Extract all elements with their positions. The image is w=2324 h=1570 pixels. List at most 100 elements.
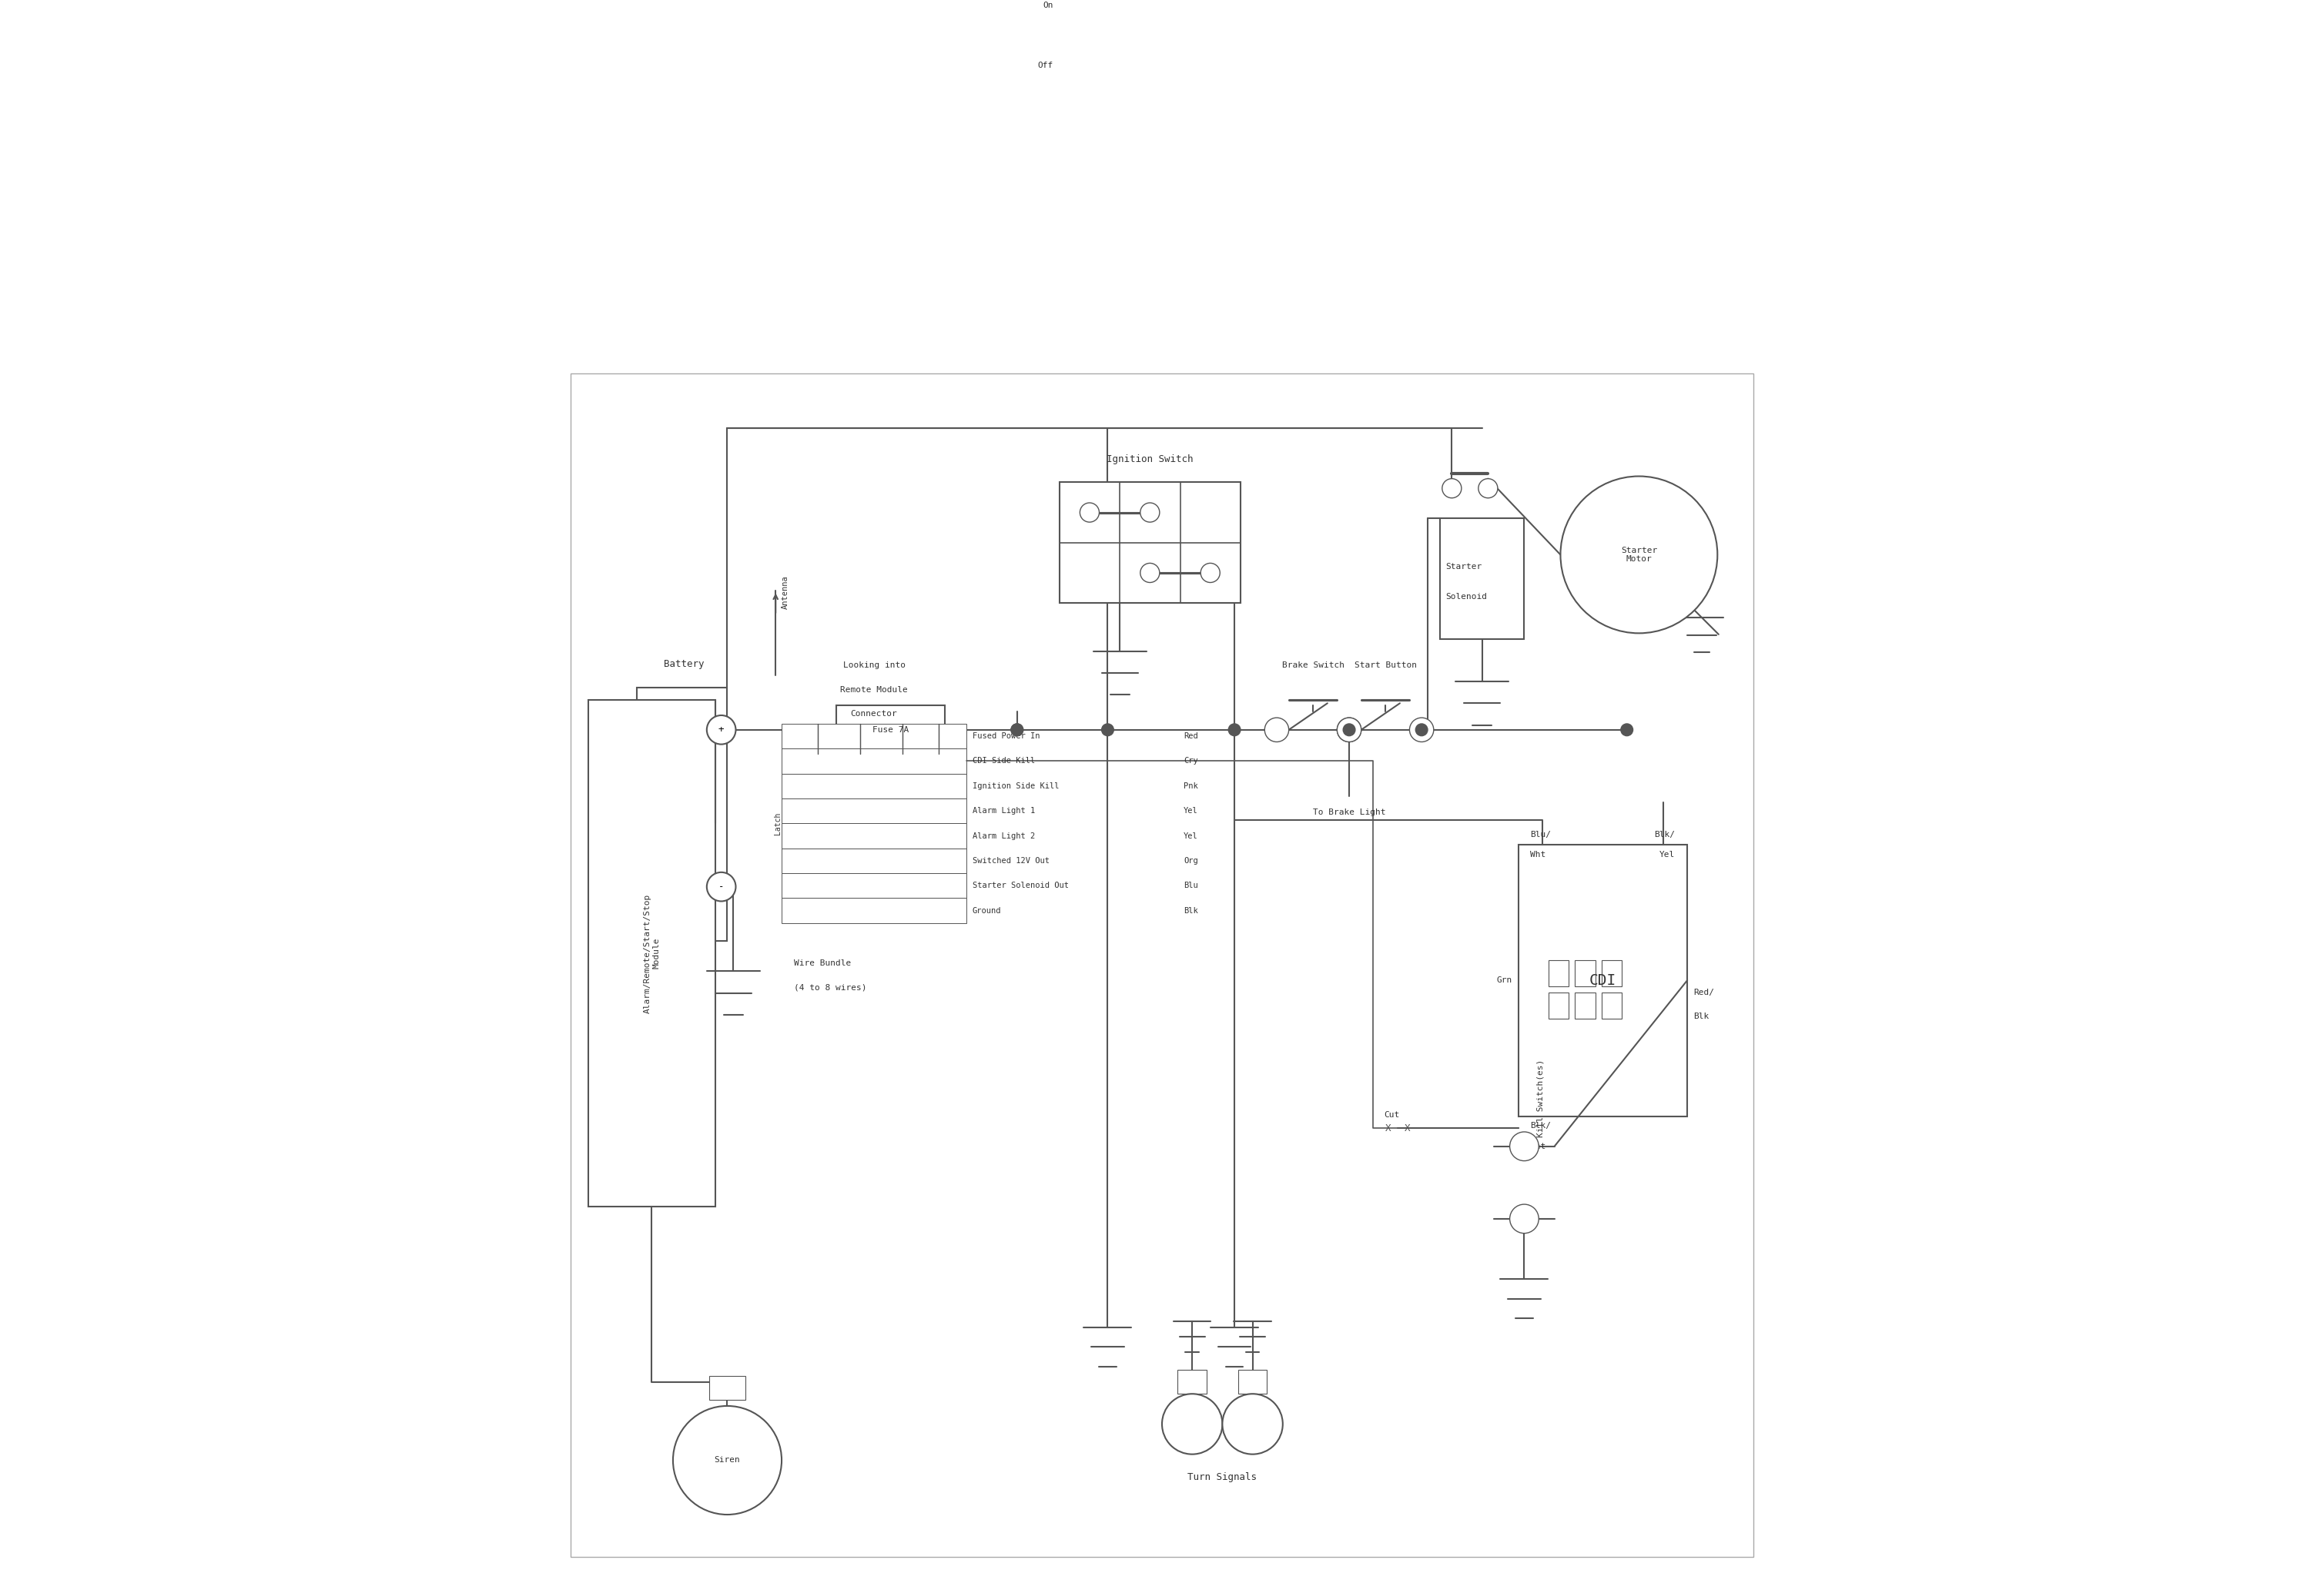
Circle shape xyxy=(1202,564,1220,582)
Bar xyxy=(1601,992,1622,1019)
Bar xyxy=(837,705,944,754)
Text: Wht: Wht xyxy=(1529,851,1545,859)
Text: Blk: Blk xyxy=(1694,1013,1708,1020)
Circle shape xyxy=(1081,502,1099,523)
Bar xyxy=(1576,992,1597,1019)
Bar xyxy=(781,873,967,898)
Circle shape xyxy=(1102,724,1113,736)
Bar xyxy=(781,774,967,799)
Text: Blk: Blk xyxy=(1183,907,1199,914)
Bar xyxy=(588,700,716,1207)
Text: Starter Solenoid Out: Starter Solenoid Out xyxy=(971,882,1069,890)
Bar xyxy=(1239,1369,1267,1394)
Text: Cut: Cut xyxy=(1383,1112,1399,1118)
Text: Wire Bundle: Wire Bundle xyxy=(795,959,851,967)
Circle shape xyxy=(706,716,737,744)
Circle shape xyxy=(1141,564,1160,582)
Text: Blk/: Blk/ xyxy=(1655,831,1676,838)
Text: X: X xyxy=(1385,1123,1390,1134)
Text: Ignition Side Kill: Ignition Side Kill xyxy=(971,782,1060,790)
Bar xyxy=(1576,959,1597,986)
Text: (4 to 8 wires): (4 to 8 wires) xyxy=(795,983,867,991)
Circle shape xyxy=(1141,502,1160,523)
Circle shape xyxy=(1336,717,1362,743)
Text: Siren: Siren xyxy=(713,1457,741,1465)
Text: Blu: Blu xyxy=(1183,882,1199,890)
Circle shape xyxy=(1336,717,1362,743)
Text: Starter: Starter xyxy=(1446,564,1483,570)
Circle shape xyxy=(674,1405,781,1515)
Text: Blu/: Blu/ xyxy=(1529,831,1550,838)
Circle shape xyxy=(1229,724,1241,736)
Text: X: X xyxy=(1404,1123,1411,1134)
Text: Cry: Cry xyxy=(1183,757,1199,765)
Circle shape xyxy=(706,873,737,901)
Bar xyxy=(781,898,967,923)
Circle shape xyxy=(1222,1394,1283,1454)
Bar xyxy=(1601,959,1622,986)
Circle shape xyxy=(1011,724,1023,736)
Bar xyxy=(1548,959,1569,986)
Text: Org: Org xyxy=(1183,857,1199,865)
Bar xyxy=(1548,992,1569,1019)
Bar xyxy=(781,823,967,848)
Text: Yel: Yel xyxy=(1183,832,1199,840)
Text: Start Button: Start Button xyxy=(1355,661,1418,669)
Text: Yel: Yel xyxy=(1659,851,1676,859)
Text: Alarm/Remote/Start/Stop
Module: Alarm/Remote/Start/Stop Module xyxy=(644,893,660,1013)
Text: Looking into: Looking into xyxy=(844,661,906,669)
Bar xyxy=(1060,482,1241,603)
Text: Alarm Light 2: Alarm Light 2 xyxy=(971,832,1034,840)
Text: On: On xyxy=(1043,2,1053,9)
Circle shape xyxy=(1162,1394,1222,1454)
Text: CDI: CDI xyxy=(1590,973,1615,988)
Text: Fuse 7A: Fuse 7A xyxy=(872,725,909,733)
Circle shape xyxy=(1511,1132,1538,1160)
Text: Red: Red xyxy=(1183,732,1199,739)
Text: Antenna: Antenna xyxy=(781,575,790,609)
Text: Kill Switch(es): Kill Switch(es) xyxy=(1536,1060,1543,1137)
Text: Pnk: Pnk xyxy=(1183,782,1199,790)
Circle shape xyxy=(1620,724,1634,736)
Bar xyxy=(781,724,967,749)
Bar xyxy=(781,848,967,873)
Text: Starter
Motor: Starter Motor xyxy=(1620,546,1657,564)
Text: Red/: Red/ xyxy=(1694,989,1715,997)
Bar xyxy=(637,688,727,940)
Circle shape xyxy=(1559,476,1717,633)
Text: +: + xyxy=(718,725,725,735)
Text: Wht: Wht xyxy=(1529,1143,1545,1151)
Circle shape xyxy=(1343,724,1355,736)
Circle shape xyxy=(1511,1204,1538,1234)
Text: CDI Side Kill: CDI Side Kill xyxy=(971,757,1034,765)
Circle shape xyxy=(1443,479,1462,498)
Text: Battery: Battery xyxy=(665,659,704,669)
Text: Blk/: Blk/ xyxy=(1529,1123,1550,1130)
Circle shape xyxy=(1415,724,1427,736)
Text: Latch: Latch xyxy=(774,812,781,835)
Bar xyxy=(781,749,967,774)
Bar xyxy=(1441,518,1525,639)
Circle shape xyxy=(1011,724,1023,736)
Text: Grn: Grn xyxy=(1497,977,1513,984)
Text: Off: Off xyxy=(1039,61,1053,69)
Text: Solenoid: Solenoid xyxy=(1446,593,1487,601)
Bar xyxy=(1178,1369,1206,1394)
Text: Yel: Yel xyxy=(1183,807,1199,815)
Text: -: - xyxy=(718,882,725,892)
Text: Turn Signals: Turn Signals xyxy=(1188,1473,1257,1482)
Circle shape xyxy=(1264,717,1290,743)
Circle shape xyxy=(1478,479,1497,498)
Text: Switched 12V Out: Switched 12V Out xyxy=(971,857,1050,865)
Text: Brake Switch: Brake Switch xyxy=(1283,661,1343,669)
Text: Alarm Light 1: Alarm Light 1 xyxy=(971,807,1034,815)
Text: Ignition Switch: Ignition Switch xyxy=(1106,454,1192,465)
Text: Fused Power In: Fused Power In xyxy=(971,732,1039,739)
Bar xyxy=(781,799,967,823)
Text: To Brake Light: To Brake Light xyxy=(1313,809,1385,816)
Bar xyxy=(1518,845,1687,1116)
Text: Connector: Connector xyxy=(851,710,897,717)
Text: Ground: Ground xyxy=(971,907,1002,914)
Circle shape xyxy=(1411,717,1434,743)
Text: Remote Module: Remote Module xyxy=(841,686,909,694)
